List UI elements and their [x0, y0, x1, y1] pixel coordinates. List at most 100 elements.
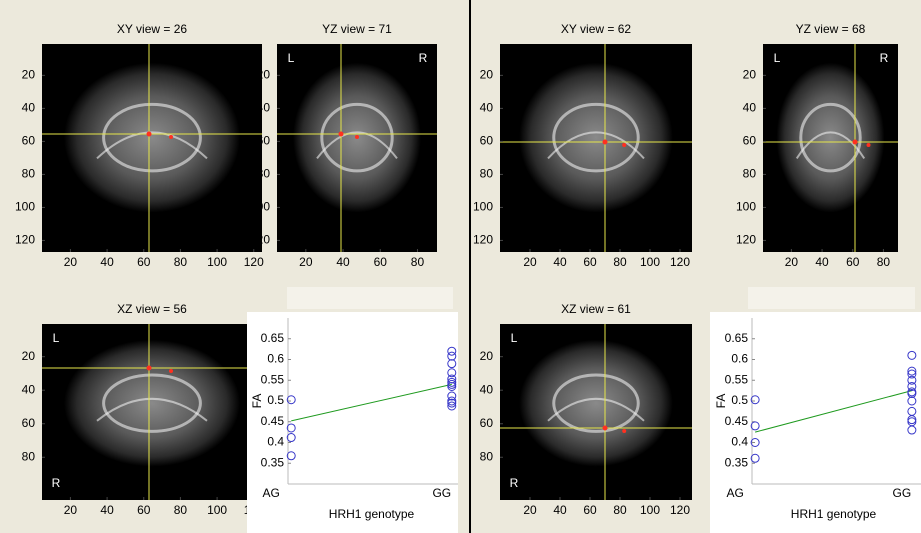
brain: [519, 63, 673, 213]
x-tick-label: 80: [174, 503, 188, 517]
x-tick-label: 120: [670, 255, 690, 269]
y-tick-label: 80: [480, 449, 494, 463]
x-axis-label: HRH1 genotype: [791, 507, 877, 521]
y-tick-label: 0.65: [725, 331, 749, 345]
x-tick-label: 60: [374, 255, 388, 269]
blank-panel: [748, 287, 915, 309]
panel-title: XZ view = 56: [117, 302, 187, 316]
x-tick-label: GG: [893, 486, 912, 500]
y-tick-label: 80: [22, 167, 36, 181]
x-tick-label: 40: [100, 503, 114, 517]
orientation-label: R: [510, 476, 519, 490]
panel-title: YZ view = 71: [322, 22, 392, 36]
activation: [339, 132, 344, 137]
y-tick-label: 120: [736, 233, 756, 247]
x-tick-label: 20: [64, 255, 78, 269]
y-tick-label: 100: [736, 200, 756, 214]
x-tick-label: 60: [846, 255, 860, 269]
y-tick-label: 120: [15, 233, 35, 247]
y-tick-label: 60: [22, 416, 36, 430]
orientation-label: R: [52, 476, 61, 490]
x-tick-label: 100: [207, 255, 227, 269]
y-tick-label: 40: [480, 101, 494, 115]
x-tick-label: 40: [553, 503, 567, 517]
y-tick-label: 80: [480, 167, 494, 181]
y-tick-label: 0.4: [267, 435, 284, 449]
blank-panel: [287, 287, 453, 309]
brain: [519, 340, 673, 467]
orientation-label: L: [288, 51, 295, 65]
y-tick-label: 0.6: [731, 352, 748, 366]
x-tick-label: 120: [244, 255, 264, 269]
activation: [147, 132, 152, 137]
brain: [64, 340, 240, 467]
x-tick-label: GG: [432, 486, 451, 500]
orientation-label: L: [53, 331, 60, 345]
x-tick-label: 20: [785, 255, 799, 269]
orientation-label: R: [880, 51, 889, 65]
y-tick-label: 0.5: [731, 393, 748, 407]
y-axis-label: FA: [714, 394, 728, 409]
orientation-label: R: [419, 51, 428, 65]
y-tick-label: 20: [257, 68, 271, 82]
y-tick-label: 0.65: [261, 331, 285, 345]
y-axis-label: FA: [250, 394, 264, 409]
x-tick-label: 40: [815, 255, 829, 269]
activation: [622, 429, 626, 433]
x-tick-label: 20: [523, 255, 537, 269]
y-tick-label: 60: [743, 134, 757, 148]
y-tick-label: 60: [480, 416, 494, 430]
x-tick-label: 40: [100, 255, 114, 269]
y-tick-label: 0.4: [731, 435, 748, 449]
activation: [147, 366, 152, 371]
x-tick-label: 20: [299, 255, 313, 269]
y-tick-label: 60: [257, 134, 271, 148]
y-tick-label: 120: [250, 233, 270, 247]
y-tick-label: 0.45: [725, 414, 749, 428]
panel-title: XY view = 26: [117, 22, 187, 36]
y-tick-label: 40: [22, 382, 36, 396]
y-tick-label: 0.35: [725, 455, 749, 469]
x-tick-label: 120: [670, 503, 690, 517]
x-tick-label: 40: [553, 255, 567, 269]
x-tick-label: AG: [263, 486, 280, 500]
panel-title: YZ view = 68: [796, 22, 866, 36]
activation: [169, 135, 173, 139]
y-tick-label: 20: [22, 349, 36, 363]
activation: [603, 140, 608, 145]
x-tick-label: 100: [640, 255, 660, 269]
y-tick-label: 40: [743, 101, 757, 115]
y-tick-label: 100: [15, 200, 35, 214]
y-tick-label: 20: [743, 68, 757, 82]
brain: [777, 63, 885, 213]
x-tick-label: AG: [726, 486, 743, 500]
panel-title: XZ view = 61: [561, 302, 631, 316]
x-tick-label: 60: [583, 255, 597, 269]
activation: [853, 140, 858, 145]
activation: [603, 426, 608, 431]
x-tick-label: 20: [523, 503, 537, 517]
x-tick-label: 80: [877, 255, 891, 269]
y-tick-label: 20: [22, 68, 36, 82]
orientation-label: L: [511, 331, 518, 345]
panel-title: XY view = 62: [561, 22, 631, 36]
x-tick-label: 100: [207, 503, 227, 517]
x-tick-label: 80: [613, 255, 627, 269]
orientation-label: L: [774, 51, 781, 65]
x-axis-label: HRH1 genotype: [329, 507, 415, 521]
y-tick-label: 40: [480, 382, 494, 396]
y-tick-label: 20: [480, 349, 494, 363]
x-tick-label: 80: [613, 503, 627, 517]
activation: [867, 143, 871, 147]
x-tick-label: 80: [174, 255, 188, 269]
activation: [355, 135, 359, 139]
y-tick-label: 100: [250, 200, 270, 214]
y-tick-label: 80: [743, 167, 757, 181]
y-tick-label: 40: [22, 101, 36, 115]
y-tick-label: 80: [257, 167, 271, 181]
y-tick-label: 20: [480, 68, 494, 82]
x-tick-label: 100: [640, 503, 660, 517]
figure: XY view = 26 20 40 60 80 100 120 20 40 60 80 100 120…: [0, 0, 921, 533]
x-tick-label: 80: [411, 255, 425, 269]
y-tick-label: 40: [257, 101, 271, 115]
